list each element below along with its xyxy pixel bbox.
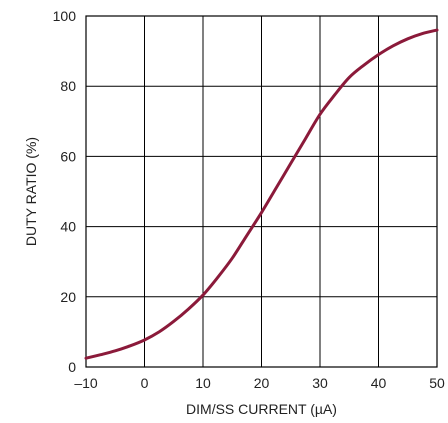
y-tick-label: 60 bbox=[60, 148, 76, 164]
y-tick-label: 80 bbox=[60, 78, 76, 94]
y-tick-label: 20 bbox=[60, 289, 76, 305]
x-tick-label: 50 bbox=[429, 375, 445, 391]
x-axis-label: DIM/SS CURRENT (µA) bbox=[186, 401, 337, 417]
y-tick-label: 0 bbox=[68, 359, 76, 375]
y-axis-label: DUTY RATIO (%) bbox=[23, 137, 39, 246]
x-tick-labels: –10 0 10 20 30 40 50 bbox=[74, 375, 445, 391]
y-tick-label: 40 bbox=[60, 219, 76, 235]
grid bbox=[86, 16, 437, 367]
x-tick-label: 40 bbox=[371, 375, 387, 391]
x-tick-label: 10 bbox=[195, 375, 211, 391]
y-tick-label: 100 bbox=[53, 8, 77, 24]
x-tick-label: 20 bbox=[254, 375, 270, 391]
duty-ratio-curve bbox=[84, 28, 439, 360]
x-tick-label: 30 bbox=[312, 375, 328, 391]
x-tick-label: 0 bbox=[141, 375, 149, 391]
series-layer bbox=[84, 28, 439, 360]
y-tick-labels: 0 20 40 60 80 100 bbox=[53, 8, 77, 375]
plot-frame bbox=[85, 15, 438, 368]
x-tick-label: –10 bbox=[74, 375, 98, 391]
